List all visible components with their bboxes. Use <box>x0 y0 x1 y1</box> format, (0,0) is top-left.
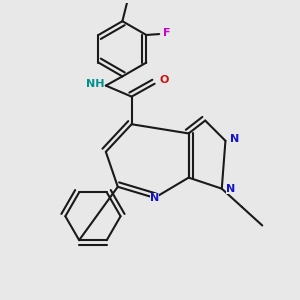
Text: N: N <box>150 193 159 203</box>
Text: N: N <box>230 134 239 144</box>
Text: N: N <box>226 184 236 194</box>
Text: NH: NH <box>85 79 104 89</box>
Text: O: O <box>159 75 169 85</box>
Text: F: F <box>163 28 170 38</box>
